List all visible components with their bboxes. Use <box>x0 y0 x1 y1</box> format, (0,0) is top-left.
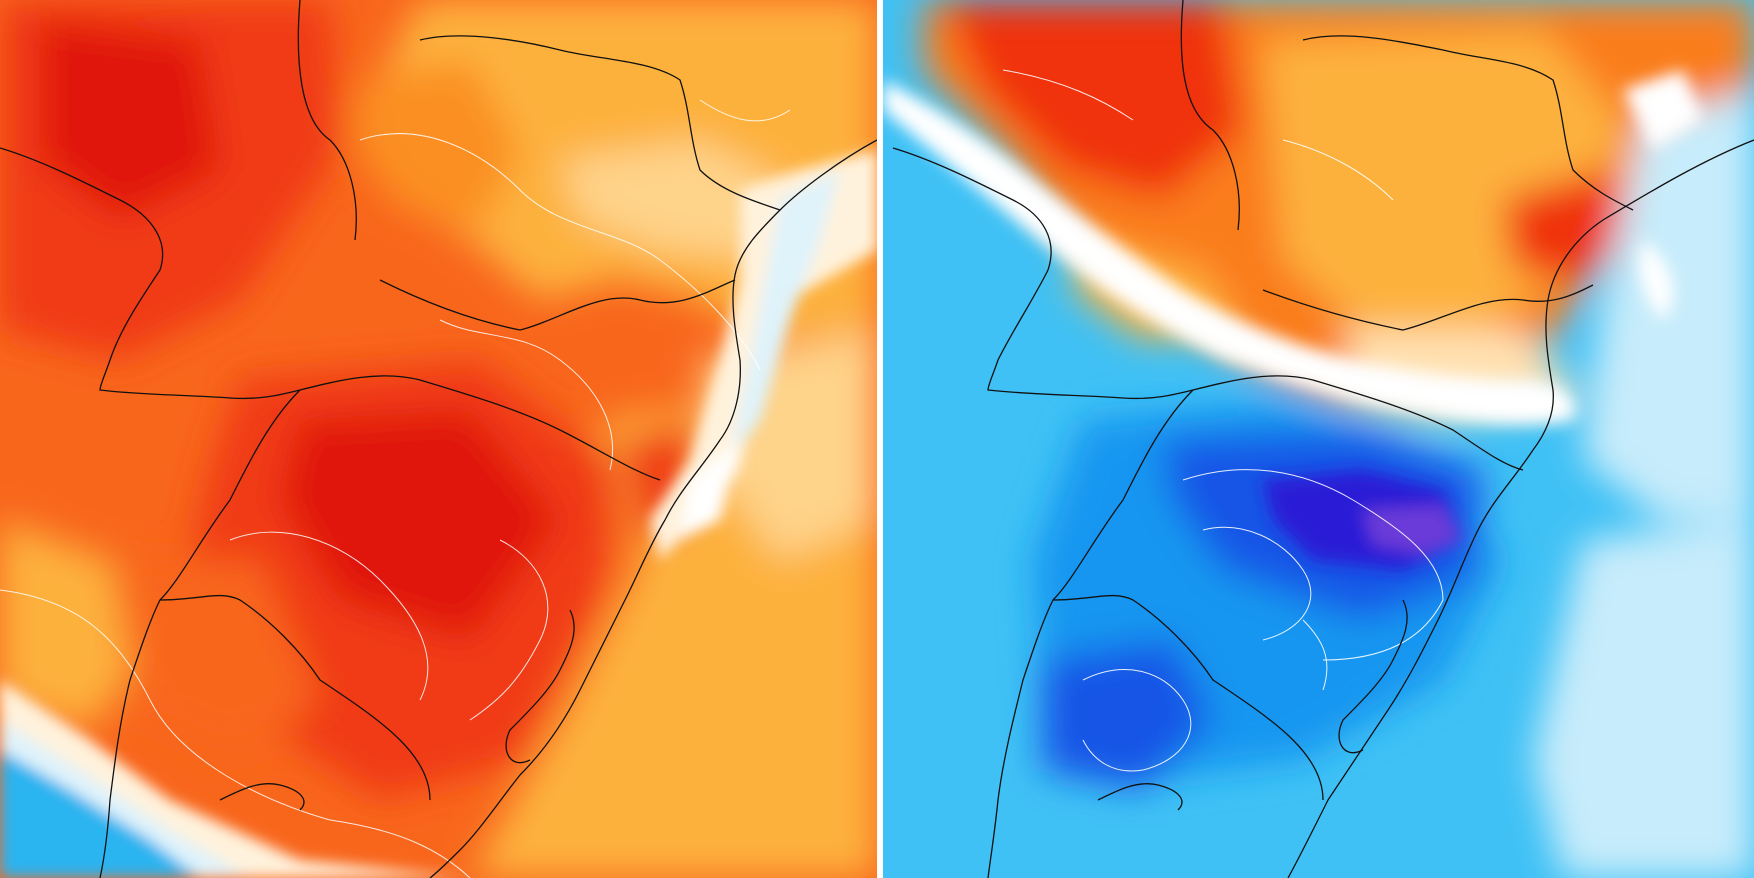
right-state-border-e <box>1192 375 1524 471</box>
right-state-border-d <box>1262 284 1594 331</box>
left-state-border-g <box>159 594 431 801</box>
left-state-border-b <box>297 0 357 241</box>
right-state-border-b <box>1180 0 1240 231</box>
panel-divider <box>877 0 883 878</box>
left-map-panel <box>0 0 877 878</box>
left-lagoon-outline <box>505 609 575 764</box>
right-state-border-c <box>1302 35 1634 211</box>
left-isotherm-contours <box>0 99 791 878</box>
right-anomaly-map <box>883 0 1754 878</box>
left-state-border-e <box>299 375 661 481</box>
left-state-border-a <box>0 147 301 400</box>
left-river-outline <box>219 783 305 811</box>
left-state-border-f <box>99 389 301 878</box>
right-lagoon-outline <box>1338 599 1408 754</box>
left-cold-fringe <box>0 150 877 878</box>
left-anomaly-map <box>0 0 877 878</box>
left-state-border-c <box>419 35 781 211</box>
right-map-panel <box>883 0 1754 878</box>
left-state-border-d <box>379 279 736 331</box>
right-detail-field <box>883 70 1703 570</box>
right-state-border-f <box>987 389 1194 878</box>
right-political-borders <box>892 0 1754 878</box>
right-river-outline <box>1097 783 1183 811</box>
left-coastline <box>429 139 877 878</box>
left-political-borders <box>0 0 877 878</box>
right-state-border-a <box>892 147 1194 400</box>
right-isotherm-contours <box>1002 69 1444 772</box>
right-state-border-g <box>1052 594 1324 801</box>
right-color-field <box>923 0 1754 878</box>
